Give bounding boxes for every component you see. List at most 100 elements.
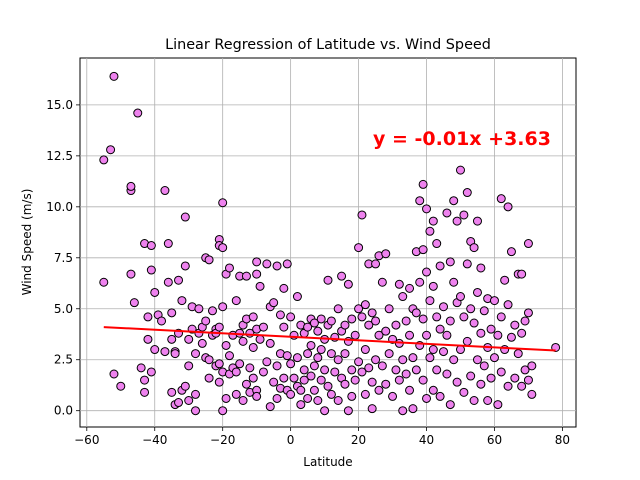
data-point	[439, 347, 449, 357]
data-point	[428, 281, 438, 291]
data-point	[405, 385, 415, 395]
data-point	[354, 357, 364, 367]
data-point	[170, 349, 180, 359]
data-point	[126, 181, 136, 191]
data-point	[133, 108, 143, 118]
data-point	[422, 204, 432, 214]
data-point	[272, 261, 282, 271]
data-point	[316, 314, 326, 324]
data-point	[489, 353, 499, 363]
data-point	[357, 210, 367, 220]
data-point	[109, 71, 119, 81]
data-point	[146, 367, 156, 377]
data-point	[367, 377, 377, 387]
data-point	[466, 371, 476, 381]
data-point	[483, 395, 493, 405]
data-point	[503, 300, 513, 310]
data-point	[309, 318, 319, 328]
data-point	[384, 304, 394, 314]
data-point	[398, 292, 408, 302]
y-tick-label: 12.5	[46, 149, 73, 163]
data-point	[411, 308, 421, 318]
data-point	[184, 361, 194, 371]
data-point	[221, 393, 231, 403]
data-point	[167, 308, 177, 318]
data-point	[445, 400, 455, 410]
data-point	[248, 342, 258, 352]
data-point	[452, 216, 462, 226]
data-point	[299, 365, 309, 375]
data-point	[405, 283, 415, 293]
data-point	[255, 281, 265, 291]
data-point	[442, 330, 452, 340]
data-point	[163, 277, 173, 287]
data-point	[340, 320, 350, 330]
data-point	[449, 355, 459, 365]
data-point	[374, 385, 384, 395]
data-point	[157, 316, 167, 326]
data-point	[455, 165, 465, 175]
data-point	[459, 210, 469, 220]
data-point	[347, 391, 357, 401]
data-point	[99, 155, 109, 165]
data-point	[394, 279, 404, 289]
data-point	[428, 385, 438, 395]
data-point	[401, 369, 411, 379]
data-point	[384, 349, 394, 359]
data-point	[510, 373, 520, 383]
data-point	[381, 326, 391, 336]
data-point	[354, 304, 364, 314]
data-point	[371, 259, 381, 269]
data-point	[343, 279, 353, 289]
x-axis: −60 −40 −20 0 20 40 60 80	[74, 427, 570, 447]
data-point	[316, 345, 326, 355]
data-point	[422, 267, 432, 277]
data-point	[428, 345, 438, 355]
data-point	[462, 336, 472, 346]
data-point	[218, 302, 228, 312]
y-tick-label: 7.5	[54, 251, 73, 265]
data-point	[167, 387, 177, 397]
data-point	[286, 359, 296, 369]
data-point	[367, 404, 377, 414]
data-point	[258, 367, 268, 377]
data-point	[343, 336, 353, 346]
chart-title: Linear Regression of Latitude vs. Wind S…	[165, 37, 491, 53]
data-point	[326, 349, 336, 359]
data-point	[432, 312, 442, 322]
data-point	[459, 312, 469, 322]
data-point	[272, 361, 282, 371]
data-point	[496, 194, 506, 204]
data-point	[422, 393, 432, 403]
data-point	[330, 367, 340, 377]
data-point	[292, 353, 302, 363]
data-point	[469, 243, 479, 253]
data-point	[435, 261, 445, 271]
data-point	[371, 355, 381, 365]
data-point	[197, 338, 207, 348]
data-point	[435, 324, 445, 334]
data-point	[326, 316, 336, 326]
data-point	[388, 391, 398, 401]
data-point	[235, 359, 245, 369]
data-point	[316, 375, 326, 385]
y-axis-title: Wind Speed (m/s)	[20, 189, 34, 296]
data-point	[252, 257, 262, 267]
data-point	[191, 349, 201, 359]
data-point	[377, 277, 387, 287]
data-point	[343, 406, 353, 416]
data-point	[140, 387, 150, 397]
data-point	[398, 406, 408, 416]
data-point	[347, 365, 357, 375]
data-point	[489, 296, 499, 306]
data-point	[391, 365, 401, 375]
data-point	[496, 312, 506, 322]
data-point	[116, 381, 126, 391]
data-point	[238, 336, 248, 346]
data-point	[303, 322, 313, 332]
data-point	[479, 306, 489, 316]
data-point	[459, 387, 469, 397]
data-point	[150, 345, 160, 355]
data-point	[286, 389, 296, 399]
data-point	[401, 316, 411, 326]
